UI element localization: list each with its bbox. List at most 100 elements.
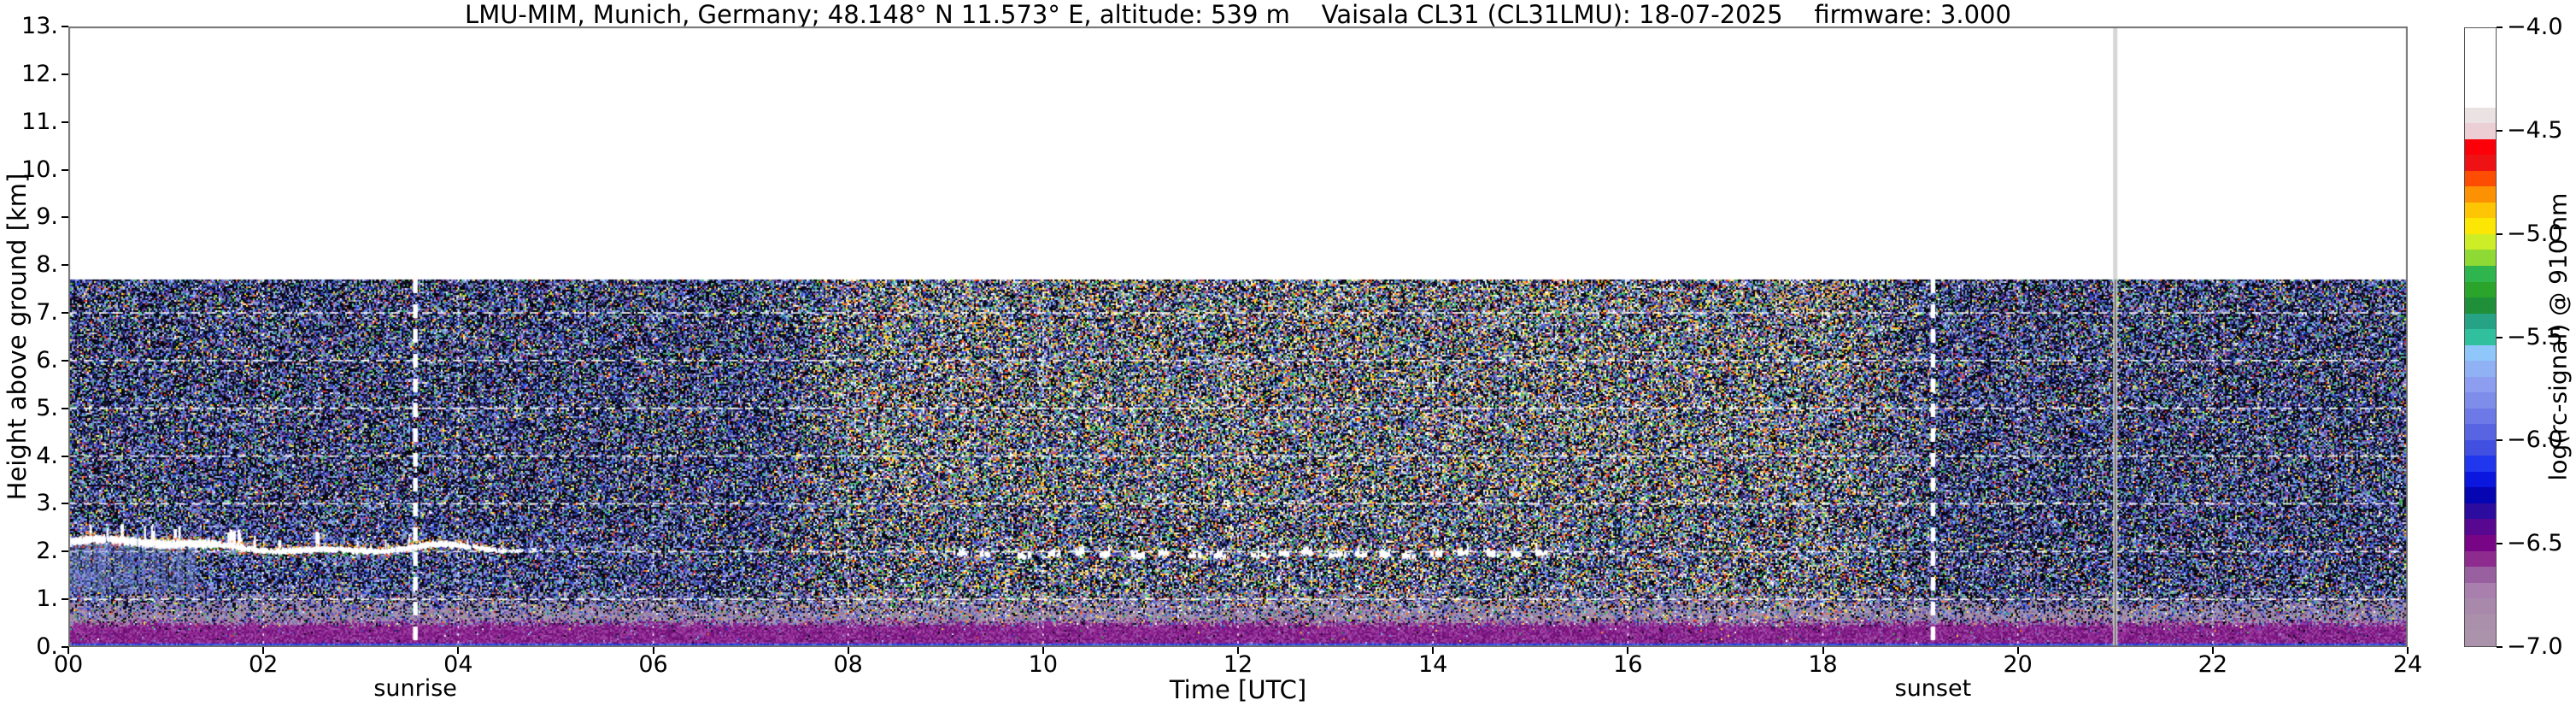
x-tick-label: 04: [443, 651, 473, 678]
y-tick-label: 8.: [36, 251, 58, 279]
colorbar-band: [2465, 155, 2496, 171]
colorbar-band: [2465, 186, 2496, 203]
colorbar-band: [2465, 138, 2496, 156]
y-tick-label: 7.: [36, 299, 58, 327]
colorbar-band: [2465, 233, 2496, 250]
y-tick-label: 10.: [21, 156, 58, 183]
y-tick-mark: [62, 646, 68, 648]
colorbar-band: [2465, 519, 2496, 535]
y-tick-label: 4.: [36, 442, 58, 469]
colorbar-band: [2465, 28, 2496, 44]
colorbar-tick-mark: [2497, 129, 2503, 132]
y-tick-mark: [62, 121, 68, 123]
x-tick-label: 08: [833, 651, 863, 678]
x-tick-label: 06: [638, 651, 668, 678]
colorbar-band: [2465, 91, 2496, 108]
colorbar-band: [2465, 630, 2496, 646]
y-tick-label: 9.: [36, 203, 58, 231]
colorbar-tick-label: −5.0: [2507, 220, 2563, 247]
colorbar-band: [2465, 376, 2496, 393]
y-tick-mark: [62, 550, 68, 553]
plot-title: LMU-MIM, Munich, Germany; 48.148° N 11.5…: [465, 0, 2011, 29]
x-tick-label: 20: [2003, 651, 2033, 678]
x-tick-mark: [1627, 647, 1629, 654]
x-tick-mark: [652, 647, 654, 654]
y-tick-mark: [62, 455, 68, 457]
colorbar-band: [2465, 392, 2496, 409]
colorbar-tick-mark: [2497, 232, 2503, 235]
colorbar-band: [2465, 471, 2496, 488]
colorbar-tick-label: −4.0: [2507, 14, 2563, 40]
x-tick-mark: [457, 647, 460, 654]
colorbar-band: [2465, 535, 2496, 551]
y-tick-label: 12.: [21, 60, 58, 87]
colorbar-band: [2465, 550, 2496, 568]
colorbar-band: [2465, 123, 2496, 139]
colorbar-tick-mark: [2497, 439, 2503, 442]
colorbar-band: [2465, 75, 2496, 92]
colorbar-band: [2465, 297, 2496, 314]
colorbar-band: [2465, 60, 2496, 76]
colorbar-band: [2465, 265, 2496, 282]
x-tick-mark: [262, 647, 265, 654]
x-tick-label: 14: [1417, 651, 1448, 678]
x-tick-mark: [847, 647, 849, 654]
x-tick-mark: [1237, 647, 1239, 654]
x-tick-mark: [1432, 647, 1435, 654]
colorbar-band: [2465, 598, 2496, 615]
y-tick-mark: [62, 168, 68, 171]
colorbar-band: [2465, 218, 2496, 234]
y-tick-mark: [62, 598, 68, 601]
x-tick-label: 24: [2392, 651, 2423, 678]
colorbar-band: [2465, 250, 2496, 266]
y-tick-label: 3.: [36, 490, 58, 517]
colorbar-band: [2465, 281, 2496, 298]
sunset-annotation: sunset: [1894, 675, 1972, 702]
y-tick-mark: [62, 312, 68, 315]
y-tick-mark: [62, 359, 68, 362]
x-tick-label: 18: [1808, 651, 1838, 678]
x-tick-label: 12: [1223, 651, 1253, 678]
y-tick-mark: [62, 73, 68, 75]
colorbar-tick-label: −6.0: [2507, 427, 2563, 454]
colorbar-band: [2465, 329, 2496, 345]
colorbar-band: [2465, 503, 2496, 520]
colorbar-band: [2465, 408, 2496, 425]
colorbar-band: [2465, 170, 2496, 187]
colorbar-band: [2465, 614, 2496, 631]
colorbar-band: [2465, 44, 2496, 61]
backscatter-heatmap: [68, 26, 2408, 647]
colorbar-band: [2465, 361, 2496, 377]
y-tick-label: 2.: [36, 538, 58, 565]
x-tick-label: 22: [2198, 651, 2228, 678]
y-tick-label: 0.: [36, 633, 58, 660]
colorbar-band: [2465, 424, 2496, 440]
colorbar-tick-label: −4.5: [2507, 116, 2563, 144]
y-tick-mark: [62, 503, 68, 505]
x-tick-mark: [1042, 647, 1044, 654]
colorbar-tick-mark: [2497, 26, 2503, 28]
colorbar-band: [2465, 582, 2496, 599]
colorbar-band: [2465, 202, 2496, 219]
colorbar-tick-label: −5.5: [2507, 323, 2563, 350]
y-tick-mark: [62, 407, 68, 409]
x-tick-label: 16: [1613, 651, 1643, 678]
y-tick-label: 6.: [36, 346, 58, 374]
y-tick-label: 1.: [36, 585, 58, 613]
colorbar-band: [2465, 107, 2496, 124]
x-tick-mark: [2407, 647, 2409, 654]
colorbar-band: [2465, 567, 2496, 583]
x-tick-mark: [1822, 647, 1824, 654]
x-axis-label: Time [UTC]: [1169, 675, 1307, 704]
x-tick-label: 00: [53, 651, 84, 678]
x-tick-mark: [67, 647, 69, 654]
colorbar-band: [2465, 456, 2496, 472]
colorbar-tick-mark: [2497, 646, 2503, 648]
y-tick-label: 5.: [36, 394, 58, 421]
x-tick-label: 02: [248, 651, 279, 678]
x-tick-mark: [2211, 647, 2214, 654]
y-tick-label: 11.: [21, 108, 58, 135]
colorbar-band: [2465, 487, 2496, 503]
colorbar-band: [2465, 313, 2496, 330]
